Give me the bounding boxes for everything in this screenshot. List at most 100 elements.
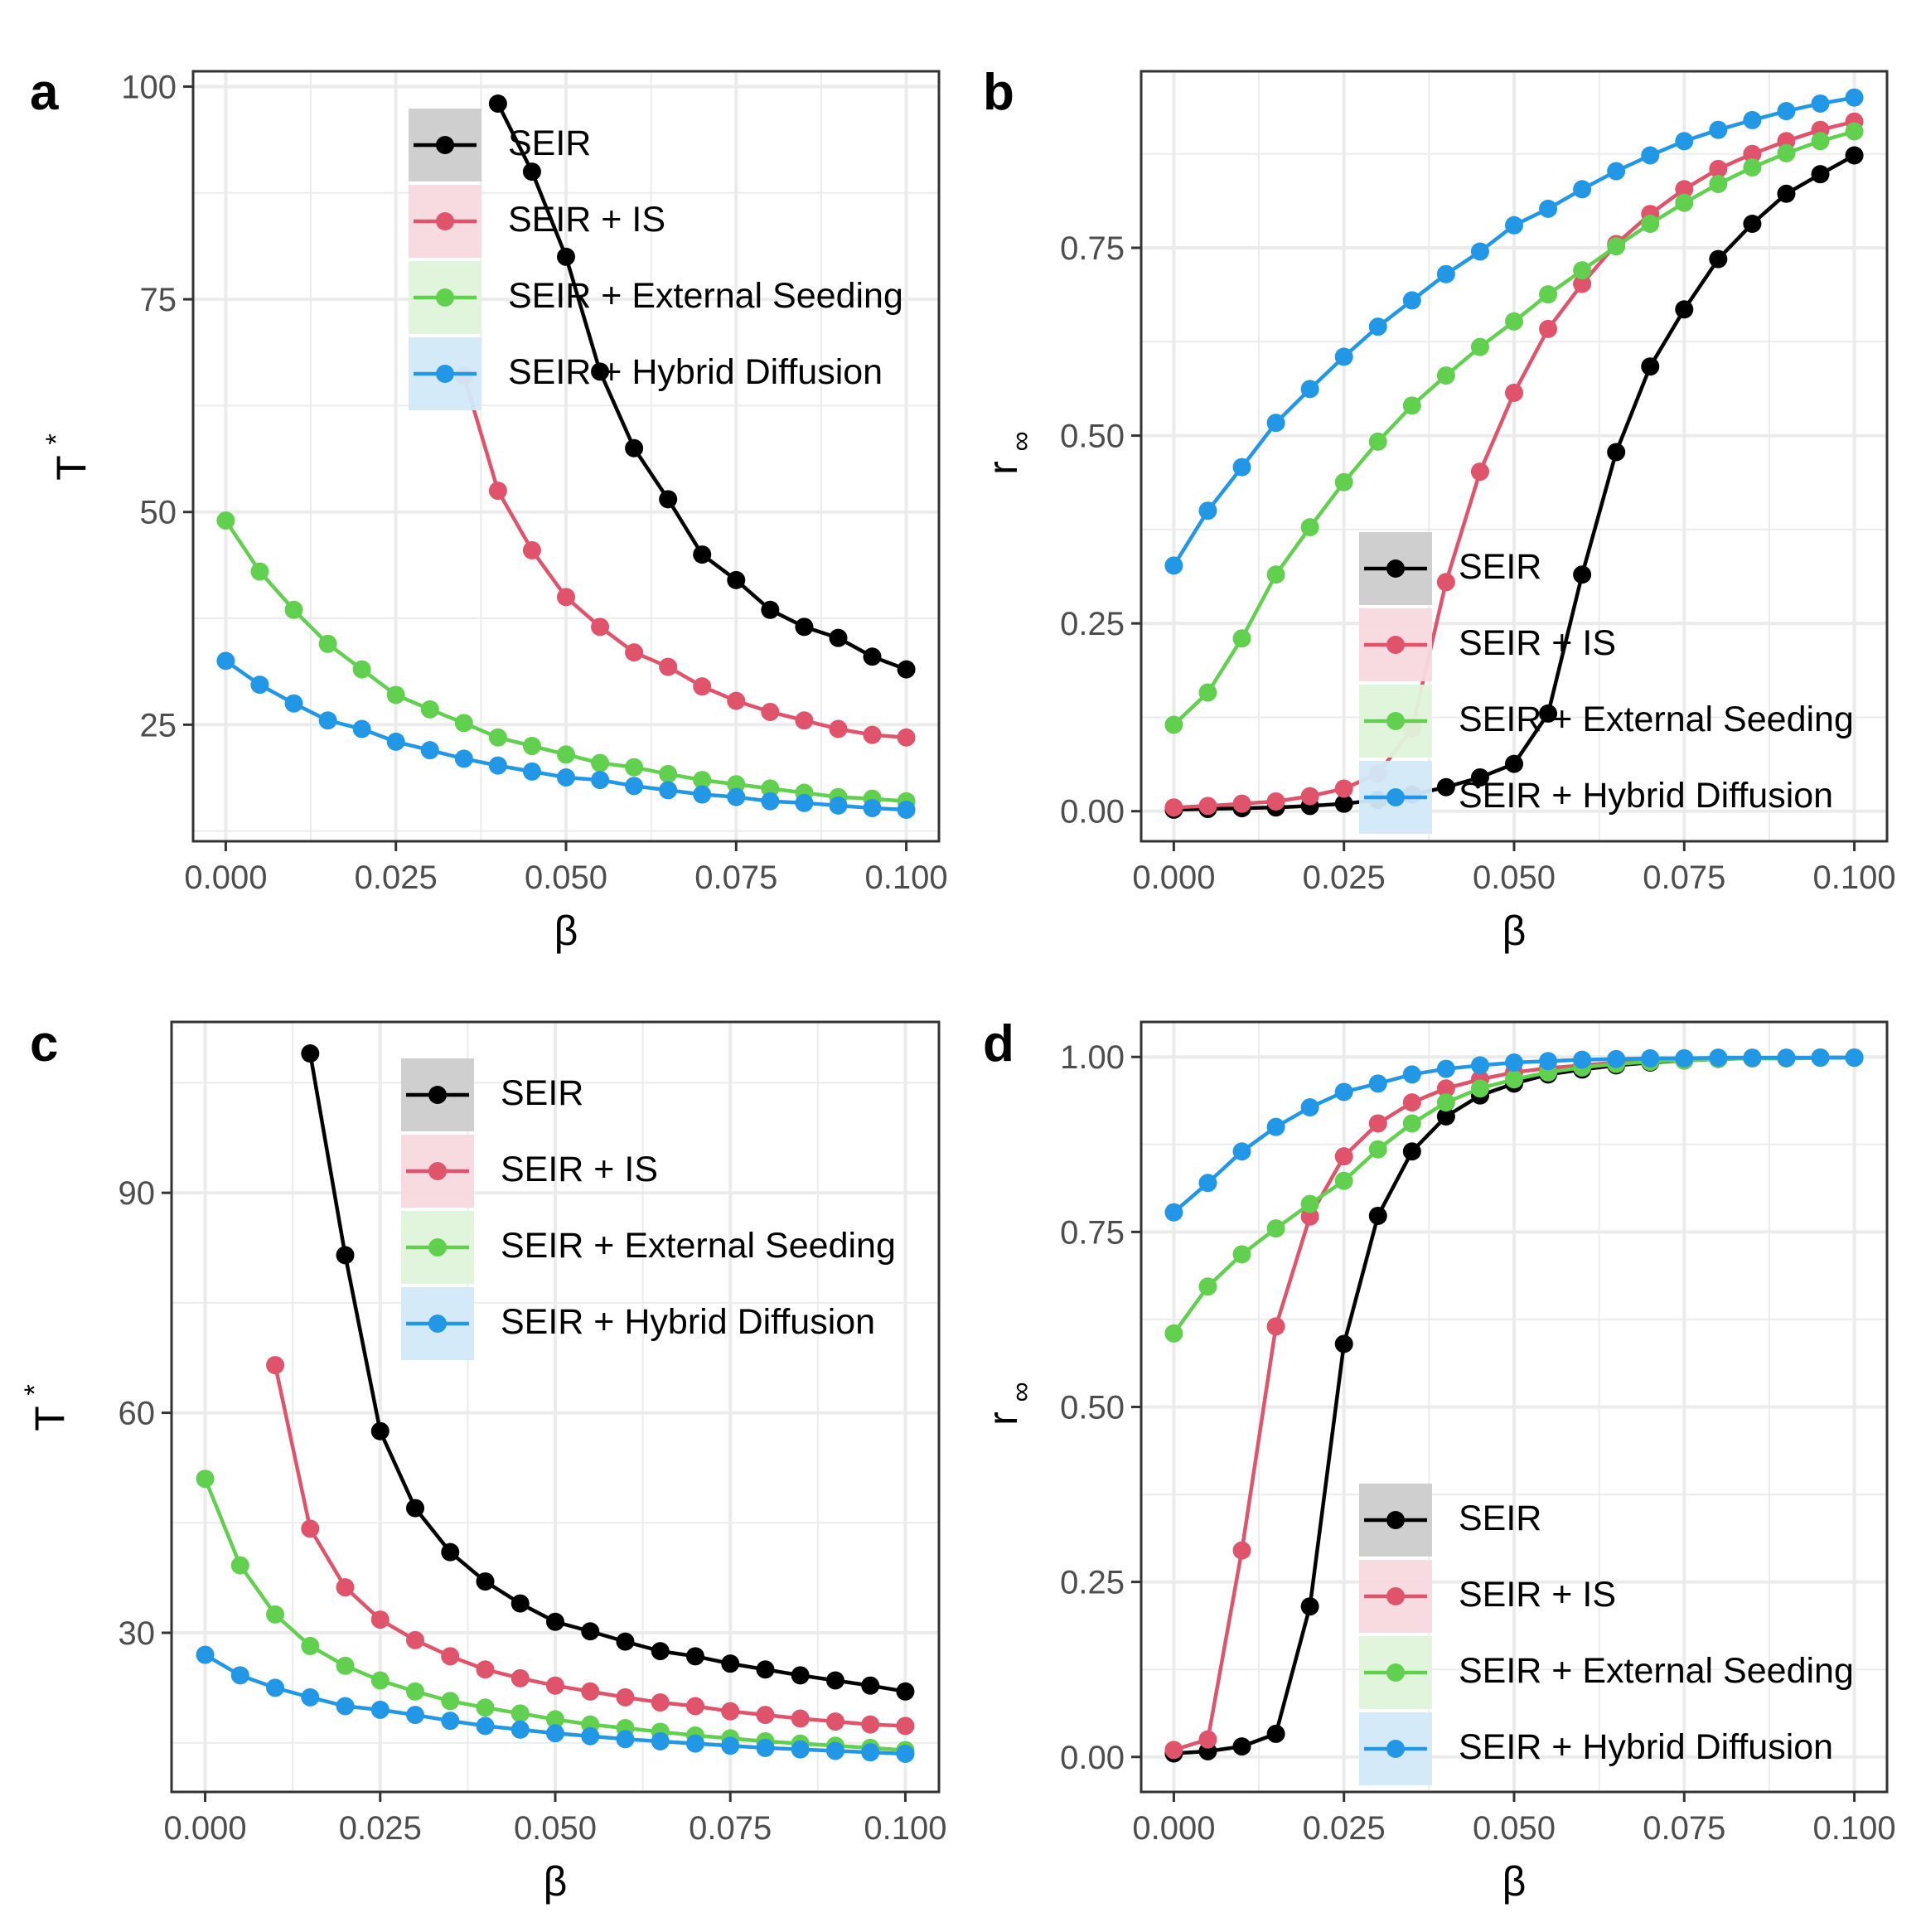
data-point (1675, 300, 1694, 319)
data-point (370, 1671, 390, 1690)
data-point (406, 1499, 425, 1518)
data-point (1539, 1052, 1558, 1071)
legend-key-point (436, 136, 454, 154)
data-point (1436, 1093, 1455, 1112)
data-point (1164, 1324, 1183, 1343)
data-point (230, 1556, 249, 1575)
data-point (1300, 380, 1319, 399)
legend-key-point (1386, 712, 1405, 730)
data-point (1675, 132, 1694, 151)
data-point (510, 1720, 530, 1739)
x-tick-label: 0.100 (864, 1810, 946, 1847)
legend-label[interactable]: SEIR + IS (508, 200, 665, 240)
data-point (756, 1660, 775, 1679)
legend-label[interactable]: SEIR (1459, 1499, 1541, 1538)
data-point (1334, 1082, 1353, 1102)
y-tick-label: 0.50 (1060, 1390, 1125, 1426)
data-point (651, 1642, 670, 1661)
legend-label[interactable]: SEIR + Hybrid Diffusion (508, 352, 883, 392)
data-point (693, 785, 712, 804)
data-point (896, 1717, 915, 1736)
data-point (546, 1612, 564, 1631)
data-point (591, 753, 610, 772)
y-tick-label: 0.00 (1060, 794, 1125, 830)
x-tick-label: 0.050 (1473, 1810, 1556, 1847)
y-tick-label: 0.25 (1060, 1565, 1125, 1601)
data-point (301, 1636, 320, 1655)
data-point (1334, 779, 1353, 798)
data-point (1505, 1053, 1523, 1072)
data-point (1402, 1065, 1421, 1084)
data-point (861, 1743, 880, 1762)
x-tick-label: 0.000 (164, 1810, 247, 1847)
data-point (454, 749, 473, 768)
data-point (791, 1740, 810, 1759)
legend-label[interactable]: SEIR + Hybrid Diffusion (1459, 1727, 1833, 1767)
data-point (685, 1734, 704, 1753)
y-axis-title-superscript: * (19, 1384, 51, 1395)
data-point (591, 771, 610, 790)
series-group (196, 1044, 915, 1763)
data-point (370, 1421, 390, 1441)
data-point (693, 771, 712, 790)
data-point (1232, 1737, 1251, 1756)
data-point (1198, 1730, 1217, 1749)
y-axis-title-main: T (48, 455, 94, 481)
legend-label[interactable]: SEIR (501, 1073, 583, 1113)
data-point (266, 1678, 285, 1697)
data-point (1607, 1049, 1626, 1068)
data-point (1573, 180, 1592, 199)
data-point (685, 1647, 704, 1666)
data-point (216, 511, 235, 530)
legend-key-point (1386, 1740, 1405, 1758)
legend-label[interactable]: SEIR + IS (1459, 1575, 1616, 1615)
legend-label[interactable]: SEIR + External Seeding (501, 1226, 896, 1266)
legend-label[interactable]: SEIR (1459, 547, 1541, 587)
data-point (721, 1654, 740, 1673)
legend-label[interactable]: SEIR + External Seeding (508, 276, 903, 316)
data-point (1709, 159, 1728, 178)
data-point (266, 1356, 285, 1375)
legend-label[interactable]: SEIR + IS (1459, 623, 1616, 663)
data-point (1641, 146, 1660, 165)
data-point (1811, 132, 1830, 151)
x-tick-label: 0.025 (355, 859, 438, 896)
legend-key-point (436, 288, 454, 307)
data-point (1539, 704, 1558, 723)
x-axis-title: β (1502, 908, 1527, 954)
data-point (659, 764, 678, 783)
legend-label[interactable]: SEIR (508, 123, 591, 163)
data-point (1675, 1048, 1694, 1068)
data-point (1232, 1541, 1251, 1560)
data-point (1539, 319, 1558, 338)
data-point (1675, 193, 1694, 212)
data-point (1198, 683, 1217, 702)
legend-label[interactable]: SEIR + External Seeding (1459, 1651, 1854, 1691)
data-point (454, 714, 473, 733)
data-point (1573, 565, 1592, 584)
x-tick-label: 0.100 (1813, 1810, 1896, 1847)
legend-label[interactable]: SEIR + IS (501, 1150, 658, 1189)
data-point (1436, 264, 1455, 283)
y-axis-title-main: T (27, 1406, 73, 1431)
legend-label[interactable]: SEIR + Hybrid Diffusion (501, 1302, 875, 1342)
data-point (216, 651, 235, 671)
data-point (1436, 366, 1455, 385)
legend-label[interactable]: SEIR + Hybrid Diffusion (1459, 776, 1833, 816)
data-point (1573, 261, 1592, 280)
y-tick-label: 75 (140, 282, 177, 318)
legend-label[interactable]: SEIR + External Seeding (1459, 700, 1854, 739)
data-point (1334, 347, 1353, 366)
legend-key-point (428, 1086, 447, 1104)
data-point (1470, 1056, 1489, 1075)
data-point (1266, 1117, 1285, 1136)
y-axis-title: r∞ (980, 1382, 1037, 1426)
data-point (1436, 573, 1455, 592)
legend: SEIR SEIR + IS SEIR + External Seeding SEIR… (409, 109, 903, 410)
data-point (1164, 715, 1183, 734)
data-point (761, 702, 780, 721)
data-point (761, 792, 780, 811)
data-point (370, 1610, 390, 1629)
data-point (557, 768, 575, 787)
data-point (795, 793, 814, 812)
